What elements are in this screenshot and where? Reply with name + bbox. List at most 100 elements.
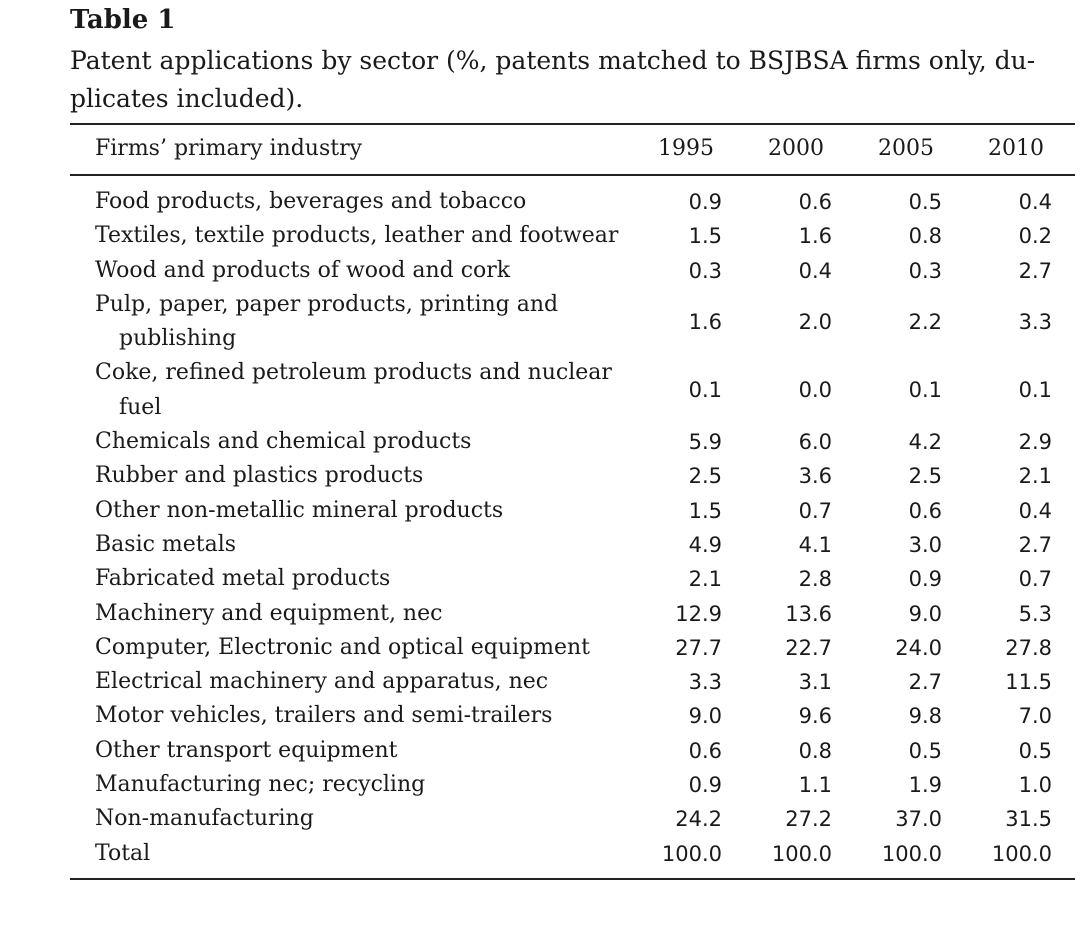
cell-value-1995: 100.0 bbox=[661, 841, 722, 866]
cell-value-2005: 0.8 bbox=[908, 224, 942, 249]
row-label: Machinery and equipment, nec bbox=[95, 597, 625, 631]
cell-value-2010: 11.5 bbox=[1005, 670, 1052, 695]
cell-value-2000: 0.4 bbox=[798, 258, 832, 283]
cell-value-2000: 1.1 bbox=[798, 773, 832, 798]
cell-value-2005: 2.7 bbox=[908, 670, 942, 695]
table-body: Food products, beverages and tobacco 0.9 0… bbox=[0, 185, 1088, 871]
cell-value-1995: 4.9 bbox=[688, 532, 722, 557]
cell-value-2005: 9.8 bbox=[908, 704, 942, 729]
cell-value-2000: 3.6 bbox=[798, 464, 832, 489]
table-row: Other transport equipment 0.6 0.8 0.5 0.5 bbox=[0, 734, 1088, 768]
row-label-line: Non-manufacturing bbox=[95, 806, 314, 832]
cell-value-2000: 6.0 bbox=[798, 430, 832, 455]
table-caption: Patent applications by sector (%, patent… bbox=[70, 42, 1080, 118]
cell-value-1995: 0.9 bbox=[688, 773, 722, 798]
cell-value-2000: 13.6 bbox=[785, 601, 832, 626]
table-row: Computer, Electronic and optical equipme… bbox=[0, 631, 1088, 665]
cell-value-2010: 31.5 bbox=[1005, 807, 1052, 832]
cell-value-2010: 0.4 bbox=[1018, 190, 1052, 214]
row-label-line: Textiles, textile products, leather and … bbox=[95, 223, 619, 249]
cell-value-1995: 27.7 bbox=[675, 635, 722, 660]
cell-value-1995: 5.9 bbox=[688, 430, 722, 455]
caption-line: Patent applications by sector (%, patent… bbox=[70, 46, 1036, 75]
row-label: Chemicals and chemical products bbox=[95, 425, 625, 459]
cell-value-2010: 2.9 bbox=[1018, 430, 1052, 455]
cell-value-2010: 100.0 bbox=[991, 841, 1052, 866]
cell-value-2005: 0.6 bbox=[908, 498, 942, 523]
table-row: Food products, beverages and tobacco 0.9 0… bbox=[0, 185, 1088, 219]
cell-value-2005: 37.0 bbox=[895, 807, 942, 832]
cell-value-2010: 27.8 bbox=[1005, 635, 1052, 660]
row-label-line: Food products, beverages and tobacco bbox=[95, 189, 527, 214]
table-header-rule bbox=[70, 174, 1075, 176]
table-row: Textiles, textile products, leather and … bbox=[0, 219, 1088, 253]
cell-value-2005: 9.0 bbox=[908, 601, 942, 626]
row-label: Other non-metallic mineral products bbox=[95, 494, 625, 528]
row-label: Total bbox=[95, 837, 625, 871]
row-label-line: Chemicals and chemical products bbox=[95, 429, 472, 455]
row-label: Motor vehicles, trailers and semi-traile… bbox=[95, 699, 625, 733]
row-label: Coke, refined petroleum products and nuc… bbox=[95, 356, 625, 425]
table-header-row: Firms’ primary industry 1995 2000 2005 2… bbox=[0, 131, 1088, 167]
cell-value-2010: 7.0 bbox=[1018, 704, 1052, 729]
header-year-1995: 1995 bbox=[658, 136, 714, 161]
cell-value-2000: 2.0 bbox=[798, 309, 832, 334]
cell-value-2005: 24.0 bbox=[895, 635, 942, 660]
cell-value-2005: 0.1 bbox=[908, 378, 942, 403]
cell-value-2010: 1.0 bbox=[1018, 773, 1052, 798]
row-label: Textiles, textile products, leather and … bbox=[95, 219, 625, 253]
table-row: Non-manufacturing 24.2 27.2 37.0 31.5 bbox=[0, 802, 1088, 836]
table-row: Total 100.0 100.0 100.0 100.0 bbox=[0, 837, 1088, 871]
cell-value-2005: 4.2 bbox=[908, 430, 942, 455]
cell-value-2005: 0.5 bbox=[908, 738, 942, 763]
table-row: Wood and products of wood and cork 0.3 0.4… bbox=[0, 254, 1088, 288]
row-label: Electrical machinery and apparatus, nec bbox=[95, 665, 625, 699]
row-label: Pulp, paper, paper products, printing an… bbox=[95, 288, 625, 357]
cell-value-2000: 0.0 bbox=[798, 378, 832, 403]
table-row: Chemicals and chemical products 5.9 6.0 4.2… bbox=[0, 425, 1088, 459]
row-label-line: publishing bbox=[119, 326, 237, 352]
table-bottom-rule bbox=[70, 878, 1075, 880]
row-label: Other transport equipment bbox=[95, 734, 625, 768]
cell-value-2010: 0.5 bbox=[1018, 738, 1052, 763]
row-label: Wood and products of wood and cork bbox=[95, 254, 625, 288]
row-label: Rubber and plastics products bbox=[95, 459, 625, 493]
cell-value-2000: 0.6 bbox=[798, 190, 832, 214]
row-label: Basic metals bbox=[95, 528, 625, 562]
row-label: Non-manufacturing bbox=[95, 802, 625, 836]
row-label-line: Motor vehicles, trailers and semi-traile… bbox=[95, 703, 553, 729]
cell-value-2000: 2.8 bbox=[798, 567, 832, 592]
row-label: Manufacturing nec; recycling bbox=[95, 768, 625, 802]
cell-value-1995: 0.6 bbox=[688, 738, 722, 763]
header-year-2000: 2000 bbox=[768, 136, 824, 161]
cell-value-1995: 1.6 bbox=[688, 309, 722, 334]
table-row: Machinery and equipment, nec 12.9 13.6 9.0 5… bbox=[0, 597, 1088, 631]
cell-value-2005: 3.0 bbox=[908, 532, 942, 557]
cell-value-2005: 2.2 bbox=[908, 309, 942, 334]
row-label-line: Other non-metallic mineral products bbox=[95, 497, 504, 523]
cell-value-2010: 0.2 bbox=[1018, 224, 1052, 249]
cell-value-2010: 2.7 bbox=[1018, 532, 1052, 557]
table-row: Basic metals 4.9 4.1 3.0 2.7 bbox=[0, 528, 1088, 562]
table-row: Other non-metallic mineral products 1.5 0.… bbox=[0, 494, 1088, 528]
header-year-2010: 2010 bbox=[988, 136, 1044, 161]
header-industry: Firms’ primary industry bbox=[95, 136, 363, 161]
row-label-line: Computer, Electronic and optical equipme… bbox=[95, 634, 591, 660]
header-year-2005: 2005 bbox=[878, 136, 934, 161]
table-row: Pulp, paper, paper products, printing an… bbox=[0, 288, 1088, 357]
row-label: Food products, beverages and tobacco bbox=[95, 185, 625, 219]
cell-value-2000: 1.6 bbox=[798, 224, 832, 249]
cell-value-2000: 100.0 bbox=[771, 841, 832, 866]
table-row: Electrical machinery and apparatus, nec 3… bbox=[0, 665, 1088, 699]
cell-value-2010: 3.3 bbox=[1018, 309, 1052, 334]
cell-value-2000: 9.6 bbox=[798, 704, 832, 729]
row-label-line: Machinery and equipment, nec bbox=[95, 600, 443, 626]
cell-value-2005: 2.5 bbox=[908, 464, 942, 489]
cell-value-2005: 0.9 bbox=[908, 567, 942, 592]
cell-value-2000: 0.7 bbox=[798, 498, 832, 523]
table-label: Table 1 bbox=[70, 5, 176, 35]
row-label-line: Fabricated metal products bbox=[95, 566, 391, 592]
caption-line: plicates included). bbox=[70, 84, 304, 113]
cell-value-2000: 22.7 bbox=[785, 635, 832, 660]
cell-value-2005: 0.5 bbox=[908, 190, 942, 214]
